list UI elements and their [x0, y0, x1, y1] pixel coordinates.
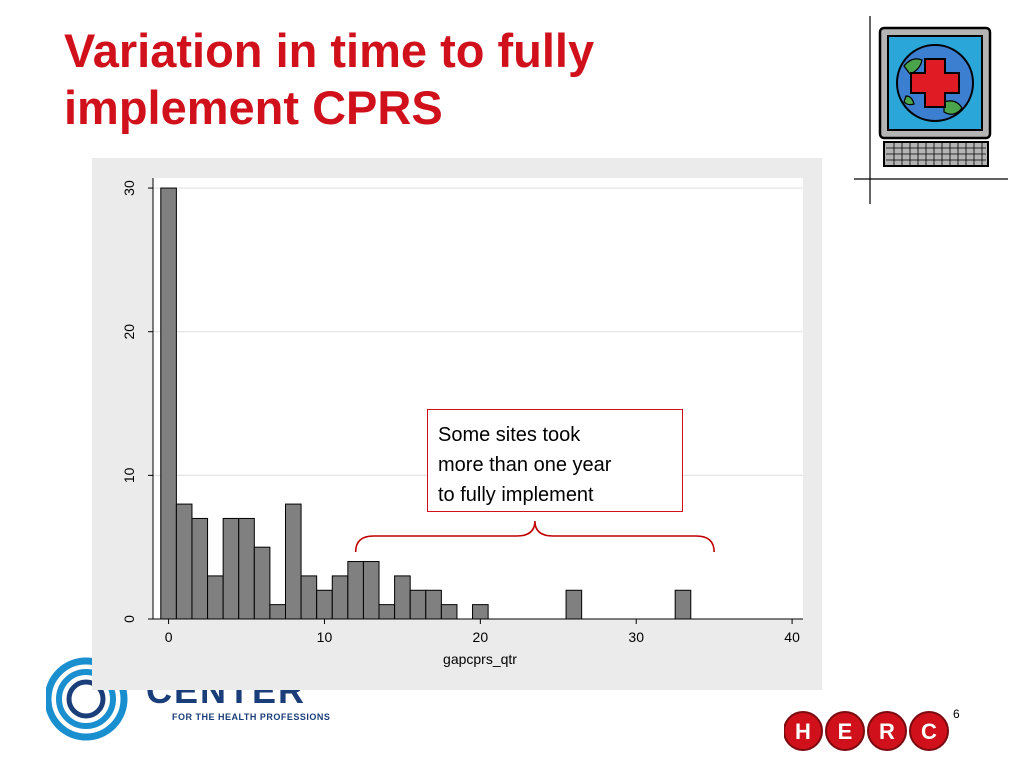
histogram-bar: [160, 187, 177, 620]
histogram-bar: [394, 575, 411, 620]
x-tick-label: 10: [317, 629, 333, 645]
herc-letter-circle: [783, 711, 823, 751]
histogram-bar: [284, 503, 302, 620]
y-tick-label: 20: [121, 324, 137, 340]
histogram-bar: [425, 589, 442, 620]
histogram-bar: [253, 546, 271, 620]
histogram-bar: [378, 604, 396, 620]
x-axis-label: gapcprs_qtr: [443, 651, 517, 667]
histogram-bar: [191, 517, 209, 620]
y-tick-label: 0: [121, 615, 137, 623]
histogram-bar: [440, 604, 458, 620]
herc-letter-circle: [909, 711, 949, 751]
histogram-bar: [316, 589, 333, 620]
herc-letter: H: [795, 719, 811, 744]
x-tick-label: 0: [165, 629, 173, 645]
histogram-bar: [238, 517, 255, 620]
slide-title-line-2: implement CPRS: [64, 81, 443, 134]
herc-letter-circle: [825, 711, 865, 751]
histogram-bar: [175, 503, 193, 620]
x-tick-label: 20: [473, 629, 489, 645]
logo-subtitle: FOR THE HEALTH PROFESSIONS: [172, 712, 331, 722]
histogram-bar: [565, 589, 583, 620]
histogram-chart: 0 10 20 30 40 0 10 20 30 gapcprs_qtr: [121, 178, 803, 667]
histogram-bar: [269, 604, 286, 620]
annotation-line-2: more than one year: [438, 454, 612, 476]
x-tick-label: 30: [628, 629, 644, 645]
histogram-bar: [222, 517, 240, 620]
plot-area: [153, 178, 803, 619]
y-tick-label: 10: [121, 467, 137, 483]
slide-title: Variation in time to fully implement CPR…: [64, 22, 824, 136]
annotation-box: Some sites took more than one year to fu…: [427, 409, 683, 512]
computer-medical-logo: [846, 14, 1016, 210]
herc-letter: C: [921, 719, 937, 744]
chart-panel: 0 10 20 30 40 0 10 20 30 gapcprs_qtr: [92, 158, 822, 690]
computer-monitor-icon: [854, 16, 1008, 204]
herc-letter-circle: [867, 711, 907, 751]
histogram-bar: [674, 589, 692, 620]
annotation-brace: [354, 520, 715, 553]
annotation-line-1: Some sites took: [438, 424, 581, 446]
page-number: 6: [953, 707, 960, 721]
y-tick-label: 30: [121, 180, 137, 196]
herc-letter: E: [838, 719, 853, 744]
histogram-bar: [300, 575, 318, 620]
histogram-bar: [347, 561, 364, 620]
herc-letter: R: [879, 719, 895, 744]
concentric-circles-icon: [46, 657, 128, 741]
annotation-line-3: to fully implement: [438, 484, 594, 506]
histogram-bar: [362, 561, 380, 620]
x-tick-label: 40: [784, 629, 800, 645]
histogram-bar: [331, 575, 349, 620]
slide-title-line-1: Variation in time to fully: [64, 24, 595, 77]
histogram-bar: [207, 575, 224, 620]
histogram-bar: [409, 589, 427, 620]
histogram-bar: [472, 604, 489, 620]
